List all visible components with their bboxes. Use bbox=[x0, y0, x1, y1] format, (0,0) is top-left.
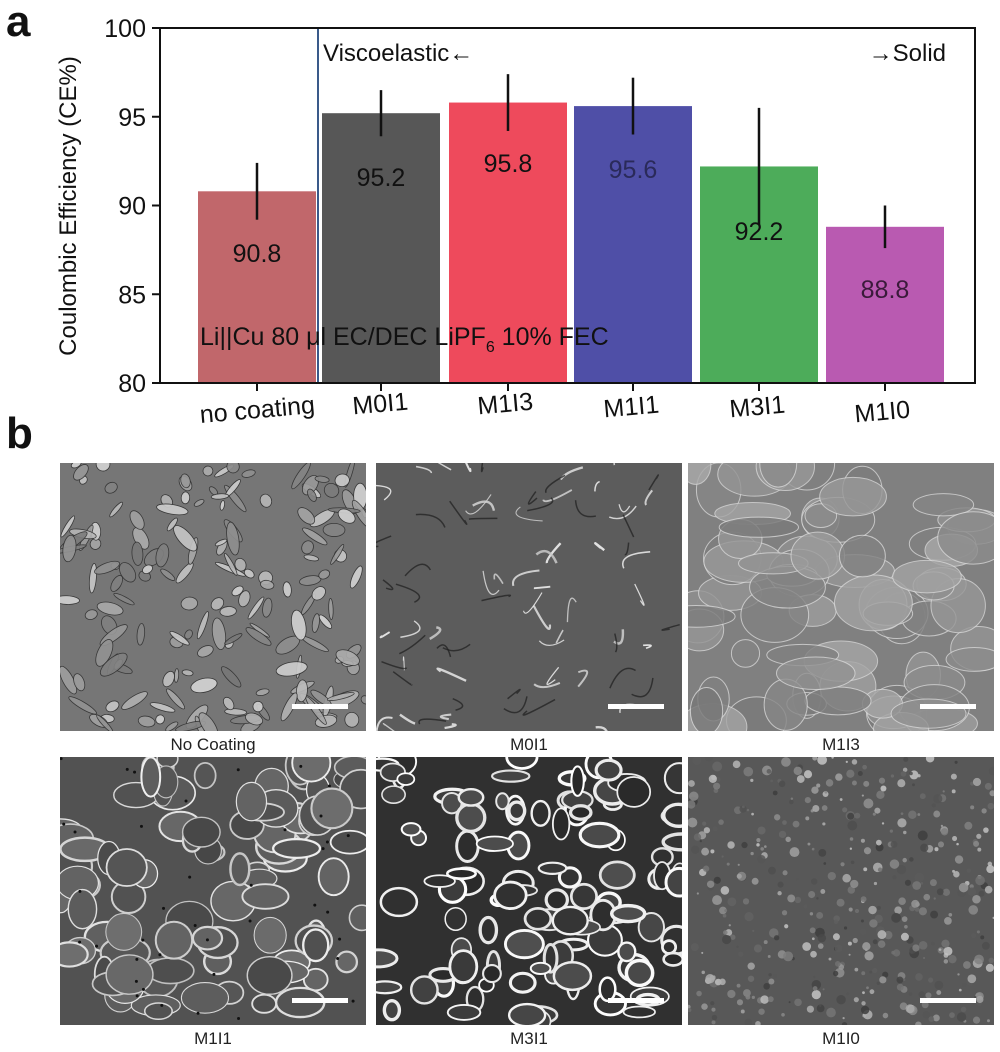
sem-image-3 bbox=[60, 757, 366, 1025]
value-label-0: 90.8 bbox=[233, 240, 282, 268]
panel-letter-a: a bbox=[6, 0, 31, 46]
y-tick-label-4: 100 bbox=[104, 15, 146, 43]
x-tick-label-5: M1I0 bbox=[853, 396, 911, 429]
x-tick-label-3: M1I1 bbox=[602, 391, 660, 424]
scale-bar bbox=[608, 704, 664, 709]
sem-caption-2: M1I3 bbox=[822, 735, 860, 754]
scale-bar bbox=[920, 704, 976, 709]
bar-1 bbox=[322, 113, 440, 383]
scale-bar bbox=[920, 998, 976, 1003]
sem-texture-3 bbox=[60, 757, 366, 1025]
y-axis-label: Coulombic Efficiency (CE%) bbox=[55, 56, 82, 356]
value-label-3: 95.6 bbox=[609, 156, 658, 184]
scale-bar bbox=[292, 998, 348, 1003]
x-tick-label-0: no coating bbox=[199, 391, 316, 429]
value-label-1: 95.2 bbox=[357, 164, 406, 192]
x-tick-label-4: M3I1 bbox=[728, 391, 786, 424]
value-label-5: 88.8 bbox=[861, 276, 910, 304]
y-tick-label-1: 85 bbox=[118, 281, 146, 309]
annotation-viscoelastic: Viscoelastic← bbox=[323, 40, 473, 67]
sem-caption-1: M0I1 bbox=[510, 735, 548, 754]
bar-3 bbox=[574, 106, 692, 383]
sem-texture-4 bbox=[376, 757, 682, 1025]
y-tick-label-0: 80 bbox=[118, 370, 146, 398]
x-tick-label-1: M0I1 bbox=[351, 388, 409, 421]
value-label-2: 95.8 bbox=[484, 150, 533, 178]
y-tick-label-2: 90 bbox=[118, 193, 146, 221]
sem-texture-1 bbox=[376, 463, 682, 731]
annotation-solid: →Solid bbox=[869, 40, 946, 67]
y-tick-label-3: 95 bbox=[118, 104, 146, 132]
sem-texture-2 bbox=[688, 463, 994, 731]
sem-caption-3: M1I1 bbox=[194, 1029, 232, 1048]
bar-0 bbox=[198, 191, 316, 383]
scale-bar bbox=[608, 998, 664, 1003]
sem-caption-4: M3I1 bbox=[510, 1029, 548, 1048]
sem-texture-5 bbox=[688, 757, 994, 1025]
bar-2 bbox=[449, 102, 567, 384]
sem-image-0 bbox=[60, 463, 366, 731]
x-tick-label-2: M1I3 bbox=[476, 388, 534, 421]
sem-image-5 bbox=[688, 757, 994, 1025]
sem-image-4 bbox=[376, 757, 682, 1025]
sem-image-2 bbox=[688, 463, 994, 731]
scale-bar bbox=[292, 704, 348, 709]
sem-caption-0: No Coating bbox=[170, 735, 256, 754]
panel-letter-b: b bbox=[6, 409, 33, 458]
bar-5 bbox=[826, 226, 944, 383]
condition-label: Li||Cu 80 μl EC/DEC LiPF6 10% FEC bbox=[200, 323, 609, 356]
sem-caption-5: M1I0 bbox=[822, 1029, 860, 1048]
sem-image-1 bbox=[376, 463, 682, 731]
sem-texture-0 bbox=[60, 463, 366, 731]
